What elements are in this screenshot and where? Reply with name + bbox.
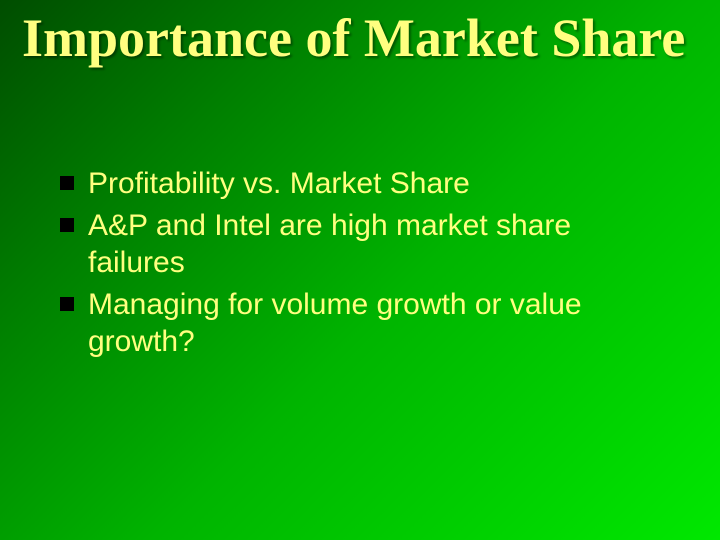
list-item: Managing for volume growth or value grow… (60, 286, 660, 361)
slide: Importance of Market Share Profitability… (0, 0, 720, 540)
bullet-icon (60, 297, 74, 311)
list-item: A&P and Intel are high market share fail… (60, 207, 660, 282)
bullet-text: Profitability vs. Market Share (88, 165, 660, 203)
bullet-text: Managing for volume growth or value grow… (88, 286, 660, 361)
slide-title: Importance of Market Share (22, 10, 690, 67)
bullet-text: A&P and Intel are high market share fail… (88, 207, 660, 282)
slide-body: Profitability vs. Market Share A&P and I… (60, 165, 660, 365)
bullet-icon (60, 218, 74, 232)
bullet-icon (60, 176, 74, 190)
list-item: Profitability vs. Market Share (60, 165, 660, 203)
